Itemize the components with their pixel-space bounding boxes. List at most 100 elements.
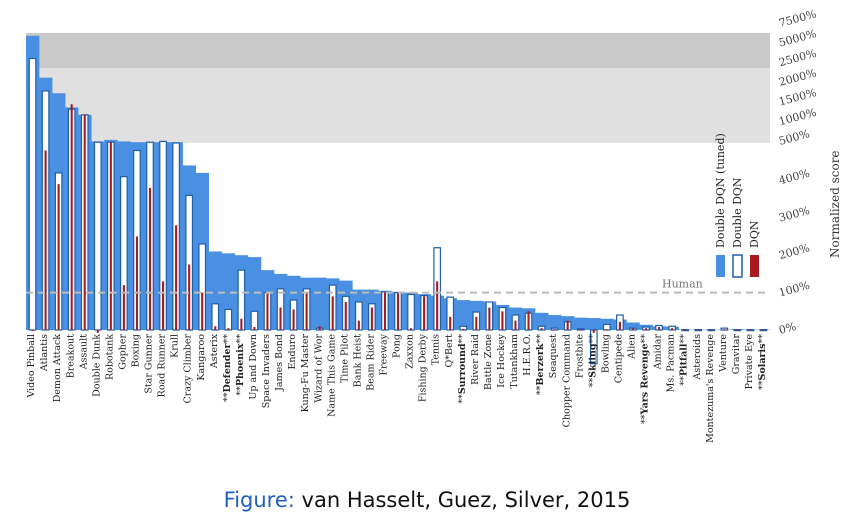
x-tick-label: **Defender** (222, 334, 233, 402)
x-tick-label: Frostbite (574, 334, 585, 378)
x-tick-label: Chopper Command (561, 334, 572, 427)
y-tick-label: 7500% (777, 7, 818, 30)
x-tick-label: Star Gunner (144, 334, 155, 394)
bar-dqn (31, 330, 34, 332)
bar-dqn (162, 281, 165, 330)
x-tick-label: Seaquest (548, 334, 559, 378)
bar-dqn (109, 142, 112, 330)
bar-dqn (436, 281, 439, 330)
bar-dqn (566, 320, 569, 330)
y-tick-label: 1000% (777, 106, 818, 129)
bar-dqn (240, 318, 243, 330)
bar-dqn (553, 329, 556, 331)
bar-ddqn (224, 308, 233, 331)
x-tick-label: Boxing (131, 334, 142, 367)
x-tick-label: Freeway (379, 333, 390, 375)
bar-dqn (749, 329, 752, 331)
bar-dqn (188, 264, 191, 330)
bar-dqn (514, 320, 517, 330)
x-tick-label: Battle Zone (483, 334, 494, 390)
bar-dqn (684, 329, 687, 331)
x-tick-label: Tennis (431, 334, 442, 365)
bar-dqn (723, 329, 726, 331)
bar-tuned (456, 300, 471, 330)
x-tick-label: Asteroids (692, 334, 703, 381)
y-tick-label: 200% (777, 241, 811, 262)
x-tick-label: Amidar (653, 334, 664, 371)
bar-dqn (344, 301, 347, 330)
legend-group: Double DQN (tuned) Double DQN DQN (714, 133, 761, 278)
x-tick-label: Crazy Climber (183, 334, 194, 404)
band-upper (26, 68, 770, 143)
x-tick-label: **Surround** (457, 334, 468, 404)
bar-dqn (383, 292, 386, 330)
x-tick-label: Venture (718, 334, 729, 373)
x-tick-label: Montezuma's Revenge (705, 334, 716, 443)
bar-dqn (579, 329, 582, 331)
human-line-group: Human (26, 278, 770, 294)
x-tick-label: Double Dunk (91, 334, 102, 397)
y-tick-label: 400% (777, 167, 811, 188)
x-tick-label: Ms. Pacman (666, 334, 677, 392)
bar-dqn (122, 285, 125, 330)
bar-dqn (70, 104, 73, 331)
x-tick-label: **Yars Revenge** (640, 334, 651, 424)
x-tick-label: Beam Rider (365, 334, 376, 391)
y-tick-label: 1500% (777, 86, 818, 109)
x-tick-label: Zaxxon (405, 334, 416, 369)
bar-dqn (266, 292, 269, 330)
bar-dqn (475, 316, 478, 330)
x-tick-label: Gravitar (731, 334, 742, 375)
bar-dqn (697, 329, 700, 331)
bar-dqn (762, 329, 765, 331)
x-tick-label: Video Pinball (26, 334, 37, 399)
x-tick-label: James Bond (274, 334, 285, 392)
bar-tuned (626, 322, 640, 330)
bar-dqn (214, 326, 217, 330)
legend-swatch-dqn (750, 255, 759, 277)
bar-dqn (618, 321, 621, 330)
bar-dqn (57, 184, 60, 330)
x-tick-label: Ice Hockey (496, 333, 507, 387)
legend-label-dqn: DQN (748, 220, 761, 248)
bar-dqn (488, 307, 491, 330)
x-tick-label: **Berzerk** (535, 334, 546, 395)
x-tick-label: Private Eye (744, 334, 755, 390)
bar-dqn (135, 236, 138, 330)
plot-background (26, 33, 770, 143)
bar-dqn (175, 225, 178, 330)
x-tick-label: Asterix (209, 333, 220, 369)
x-tick-label: **Skiing** (587, 334, 598, 387)
bar-dqn (605, 329, 608, 331)
legend-swatch-ddqn (732, 254, 743, 278)
y-ticks-group: 0% 100% 200% 300% 400% 500%1000%1500%2000%250… (777, 7, 818, 337)
x-tick-label: Space Invaders (261, 334, 272, 408)
bar-ddqn (407, 293, 415, 331)
x-tick-label: H.E.R.O. (522, 334, 533, 376)
bar-dqn (462, 328, 465, 330)
x-tick-label: **Solaris** (757, 334, 768, 390)
bar-ddqn (211, 303, 220, 331)
bar-dqn (83, 114, 86, 330)
bar-dqn (710, 329, 713, 331)
x-tick-label: Time Pilot (339, 334, 350, 383)
y-tick-label: 300% (777, 204, 811, 225)
bar-dqn (396, 292, 400, 330)
bars-group (26, 35, 771, 365)
x-tick-label: Road Runner (157, 334, 168, 398)
bar-tuned (587, 318, 601, 330)
bar-dqn (410, 328, 413, 330)
x-tick-label: Kung-Fu Master (300, 334, 311, 413)
x-tick-label: Pong (392, 334, 403, 358)
bar-dqn (644, 328, 648, 330)
x-tick-label: Robotank (104, 334, 115, 380)
bar-dqn (292, 309, 295, 330)
x-tick-label: Enduro (287, 334, 298, 370)
x-tick-label: Centipede (613, 334, 624, 384)
x-tick-label: Kangaroo (196, 334, 207, 381)
x-tick-label: River Raid (470, 334, 481, 385)
x-tick-label: Bowling (600, 334, 611, 373)
bar-dqn (449, 316, 452, 330)
x-tick-label: Assault (78, 334, 89, 370)
bar-tuned (548, 315, 562, 330)
